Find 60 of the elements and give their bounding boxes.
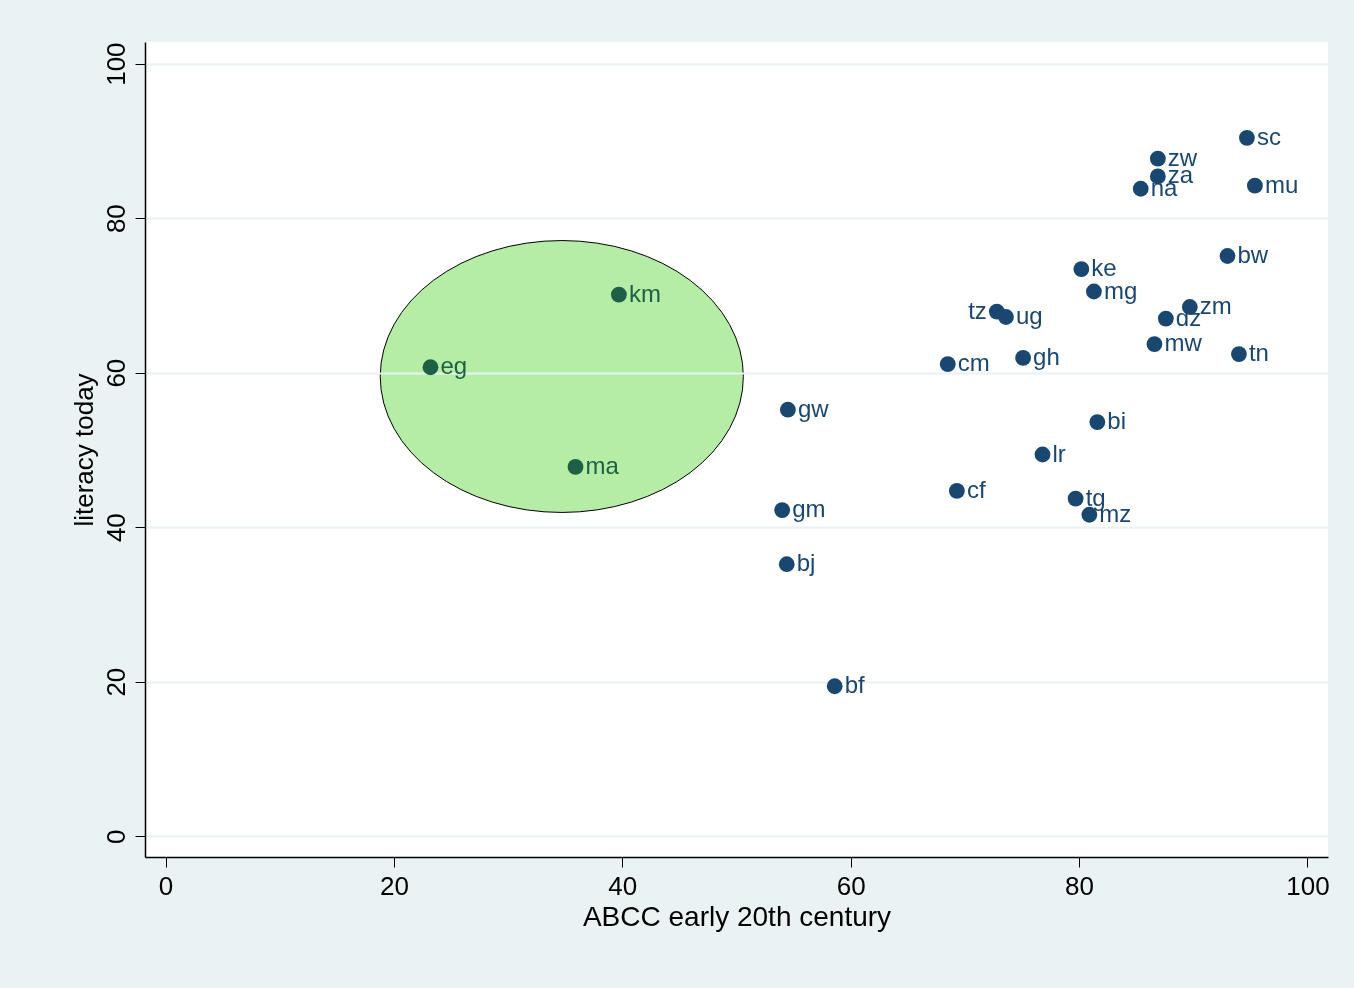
y-tick-label: 40	[100, 513, 131, 543]
y-tick-label: 100	[100, 42, 131, 86]
x-tick-label: 0	[158, 870, 174, 901]
point	[1149, 150, 1166, 167]
annotation: km	[628, 279, 661, 307]
point	[1146, 336, 1163, 352]
point	[1219, 248, 1236, 264]
point	[1247, 177, 1263, 194]
annotation: mw	[1164, 329, 1203, 357]
x-tick-label: 40	[608, 870, 638, 901]
x-tick-label: 20	[379, 870, 409, 901]
annotation: gh	[1033, 342, 1060, 370]
annotation: gm	[792, 495, 826, 523]
point	[1089, 414, 1106, 430]
point	[610, 286, 627, 303]
annotation: gw	[797, 394, 830, 422]
x-tick-label: 100	[1286, 870, 1330, 901]
annotation: zm	[1199, 291, 1232, 319]
annotation: tz	[968, 296, 987, 324]
point	[948, 482, 965, 499]
point	[1086, 283, 1102, 300]
point	[567, 458, 584, 475]
point	[1231, 346, 1247, 362]
y-tick-label: 80	[100, 204, 131, 234]
x-axis-title: ABCC early 20th century	[582, 900, 892, 932]
annotation: tn	[1248, 339, 1269, 367]
point	[774, 502, 791, 519]
point	[1034, 446, 1051, 463]
annotation: bw	[1237, 240, 1269, 268]
annotation: ug	[1015, 302, 1043, 330]
point	[1157, 310, 1174, 327]
annotation: zw	[1167, 143, 1198, 171]
point	[1239, 129, 1255, 146]
y-tick-label: 20	[100, 667, 131, 697]
point	[998, 309, 1014, 325]
point	[422, 359, 439, 376]
y-tick-label: 60	[100, 358, 131, 388]
x-tick-label: 80	[1065, 870, 1095, 901]
point	[826, 678, 843, 695]
annotation: bf	[844, 671, 866, 699]
annotation: sc	[1256, 122, 1281, 150]
annotation: bi	[1107, 407, 1127, 435]
annotation: cf	[966, 475, 986, 503]
point	[1015, 350, 1032, 366]
point	[778, 556, 795, 573]
annotation: lr	[1052, 439, 1066, 467]
annotation: eg	[440, 352, 468, 380]
point	[1067, 490, 1084, 507]
annotation: ma	[585, 451, 620, 479]
y-tick-label: 0	[100, 829, 131, 844]
point	[1132, 180, 1149, 197]
x-tick-label: 60	[836, 870, 866, 901]
annotation: cm	[957, 349, 990, 377]
point	[939, 356, 956, 373]
point	[1149, 168, 1166, 185]
point	[779, 401, 796, 418]
point	[1073, 261, 1090, 278]
annotation: mu	[1264, 170, 1299, 198]
annotation: bj	[796, 549, 816, 577]
y-axis-title: literacy today	[68, 373, 99, 527]
